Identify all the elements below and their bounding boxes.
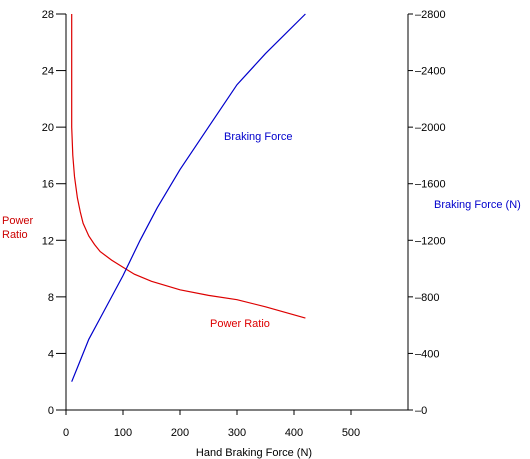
y-left-tick-label: 16 bbox=[42, 179, 54, 191]
y-left-tick-label: 4 bbox=[48, 348, 54, 360]
y-right-tick-label: –800 bbox=[415, 292, 439, 304]
y-right-tick-label: –1200 bbox=[415, 235, 446, 247]
y-left-tick-label: 12 bbox=[42, 235, 54, 247]
y-right-tick-label: –1600 bbox=[415, 179, 446, 191]
x-tick-label: 100 bbox=[114, 427, 132, 439]
braking-force-annotation: Braking Force bbox=[224, 131, 292, 143]
x-tick-label: 200 bbox=[171, 427, 189, 439]
y-right-tick-label: –2400 bbox=[415, 66, 446, 78]
y-left-tick-label: 0 bbox=[48, 405, 54, 417]
braking-force-line bbox=[71, 13, 306, 382]
y-left-axis-label: Power Ratio bbox=[2, 215, 36, 241]
y-right-tick-label: –2000 bbox=[415, 122, 446, 134]
y-left-axis-label-line-1: Power bbox=[2, 215, 34, 227]
y-right-tick-label: –0 bbox=[415, 405, 427, 417]
y-left-tick-label: 28 bbox=[42, 9, 54, 21]
x-tick-label: 400 bbox=[285, 427, 303, 439]
series-group bbox=[71, 13, 306, 382]
y-right-tick-label: –2800 bbox=[415, 9, 446, 21]
x-tick-label: 0 bbox=[63, 427, 69, 439]
y-left-tick-label: 24 bbox=[42, 66, 54, 78]
power-ratio-line bbox=[71, 14, 306, 319]
y-left-axis-label-line-2: Ratio bbox=[2, 229, 28, 241]
axes bbox=[65, 14, 409, 411]
y-right-tick-label: –400 bbox=[415, 348, 439, 360]
x-axis-label: Hand Braking Force (N) bbox=[196, 447, 312, 459]
y-right-axis-label: Braking Force (N) bbox=[434, 199, 521, 211]
x-tick-label: 500 bbox=[342, 427, 360, 439]
y-left-tick-label: 20 bbox=[42, 122, 54, 134]
x-tick-label: 300 bbox=[228, 427, 246, 439]
power-ratio-annotation: Power Ratio bbox=[210, 318, 270, 330]
ticks: 0 100 200 300 400 500 0 4 8 12 16 20 24 28 –0 –400 –800 –… bbox=[42, 9, 446, 439]
y-left-tick-label: 8 bbox=[48, 292, 54, 304]
